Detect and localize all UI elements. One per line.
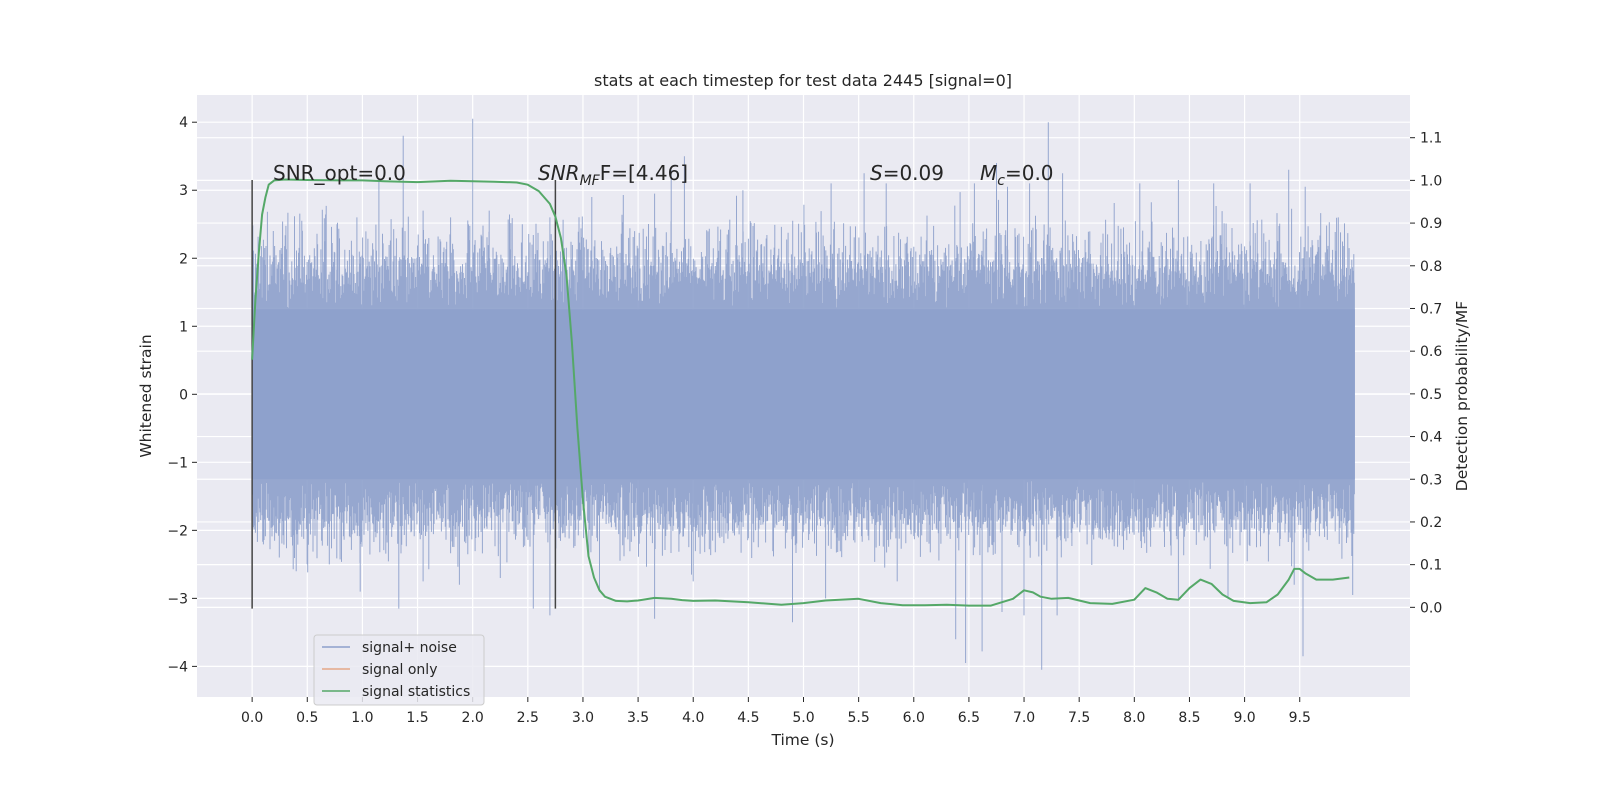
x-tick-label: 9.0 xyxy=(1233,710,1255,726)
y-left-tick-label: −2 xyxy=(167,523,188,539)
y-right-tick-label: 0.6 xyxy=(1420,344,1442,360)
x-axis-ticks: 0.0 0.5 1.0 1.5 2.0 2.5 3.0 3.5 4.0 4.5 5.0 5.5 6.0 6… xyxy=(241,697,1311,726)
x-tick-label: 7.0 xyxy=(1013,710,1035,726)
x-tick-label: 3.5 xyxy=(627,710,649,726)
x-tick-label: 3.0 xyxy=(572,710,594,726)
x-tick-label: 2.0 xyxy=(462,710,484,726)
annotation-snr-mf: SNRMFF=[4.46] xyxy=(538,161,688,189)
legend: signal+ noise signal only signal statist… xyxy=(313,634,485,706)
y-left-tick-label: 1 xyxy=(179,319,188,335)
series-signal-statistics xyxy=(251,178,1350,607)
signal-statistics-line xyxy=(251,178,1350,607)
x-tick-label: 1.5 xyxy=(406,710,428,726)
y-left-tick-label: 0 xyxy=(179,387,188,403)
chart-title: stats at each timestep for test data 244… xyxy=(594,71,1012,90)
series-signal-noise xyxy=(251,118,1355,670)
x-tick-label: 8.0 xyxy=(1123,710,1145,726)
y-right-tick-label: 0.1 xyxy=(1420,558,1442,574)
x-tick-label: 6.0 xyxy=(903,710,925,726)
x-tick-label: 1.0 xyxy=(351,710,373,726)
y-right-tick-label: 0.4 xyxy=(1420,430,1442,446)
x-tick-label: 0.5 xyxy=(296,710,318,726)
y-right-axis-ticks: 1.1 1.0 0.9 0.8 0.7 0.6 0.5 0.4 0.3 0.2 0.1 0.0 xyxy=(1410,131,1442,616)
x-tick-label: 6.5 xyxy=(958,710,980,726)
y-left-tick-label: −3 xyxy=(167,591,188,607)
y-right-tick-label: 1.1 xyxy=(1420,131,1442,147)
y-right-tick-label: 0.8 xyxy=(1420,259,1442,275)
x-tick-label: 4.0 xyxy=(682,710,704,726)
y-left-tick-label: 3 xyxy=(179,183,188,199)
x-tick-label: 2.5 xyxy=(517,710,539,726)
y-right-tick-label: 0.0 xyxy=(1420,600,1442,616)
x-tick-label: 8.5 xyxy=(1178,710,1200,726)
annotation-s: S=0.09 xyxy=(870,161,944,185)
y-right-tick-label: 0.7 xyxy=(1420,301,1442,317)
y-left-tick-label: 2 xyxy=(179,251,188,267)
x-axis-label: Time (s) xyxy=(770,731,834,749)
annotation-mc: Mc=0.0 xyxy=(980,161,1054,189)
y-left-axis-ticks: 4 3 2 1 0 −1 −2 −3 −4 xyxy=(167,115,197,675)
y-left-tick-label: −4 xyxy=(167,659,188,675)
x-tick-label: 5.0 xyxy=(792,710,814,726)
y-left-tick-label: 4 xyxy=(179,115,188,131)
y-right-axis-label: Detection probability/MF xyxy=(1453,301,1471,492)
x-tick-label: 4.5 xyxy=(737,710,759,726)
annotation-snr-opt: SNR_opt=0.0 xyxy=(273,161,406,185)
y-right-tick-label: 0.9 xyxy=(1420,216,1442,232)
x-tick-label: 0.0 xyxy=(241,710,263,726)
y-right-tick-label: 1.0 xyxy=(1420,173,1442,189)
y-left-axis-label: Whitened strain xyxy=(137,334,155,457)
legend-label-signal-only: signal only xyxy=(362,662,437,678)
x-tick-label: 7.5 xyxy=(1068,710,1090,726)
legend-box xyxy=(313,634,485,706)
annotations: SNR_opt=0.0 SNRMFF=[4.46] S=0.09 Mc=0.0 xyxy=(273,161,1054,189)
legend-label-signal-noise: signal+ noise xyxy=(362,640,457,656)
x-tick-label: 9.5 xyxy=(1289,710,1311,726)
vertical-markers xyxy=(251,180,557,609)
y-left-tick-label: −1 xyxy=(167,455,188,471)
legend-label-signal-statistics: signal statistics xyxy=(362,684,470,700)
y-right-tick-label: 0.2 xyxy=(1420,515,1442,531)
x-tick-label: 5.5 xyxy=(848,710,870,726)
y-right-tick-label: 0.3 xyxy=(1420,472,1442,488)
y-right-tick-label: 0.5 xyxy=(1420,387,1442,403)
